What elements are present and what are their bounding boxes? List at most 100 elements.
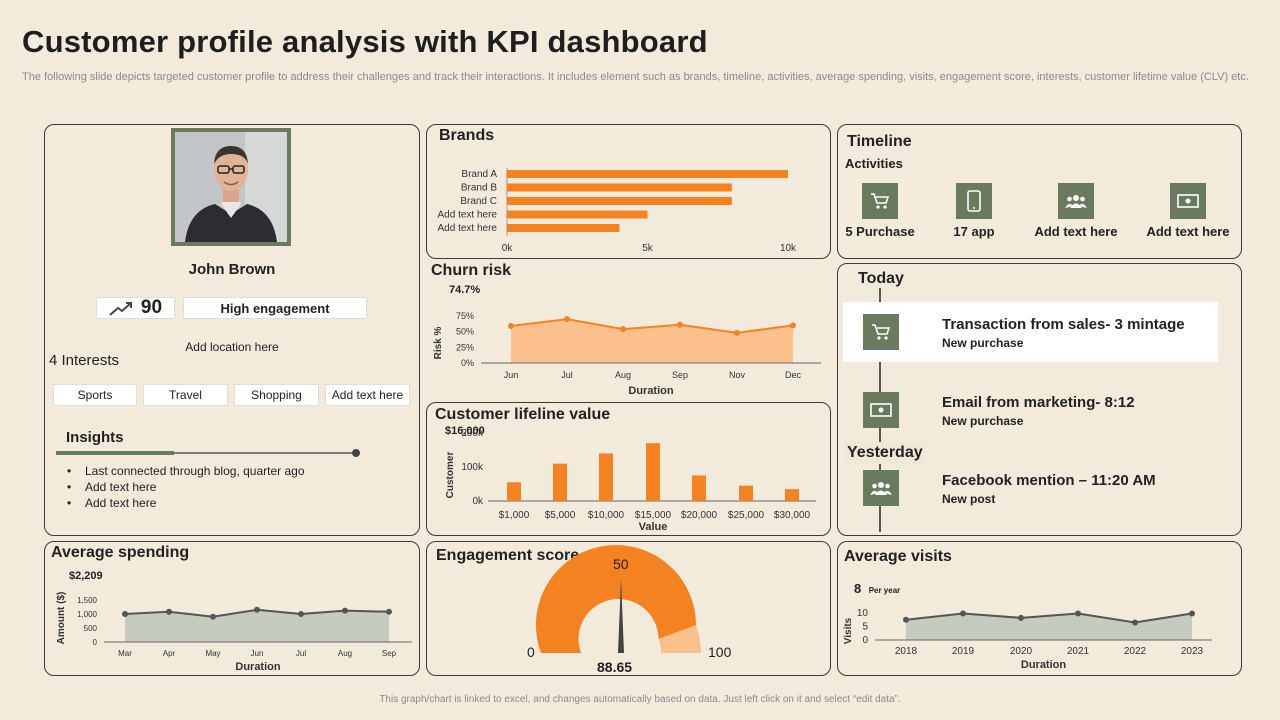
brand-label: Brand A [461,169,497,180]
gauge-max-label: 100 [708,644,732,660]
spending-y-tick: 500 [84,624,98,633]
churn-y-label: Risk % [433,326,444,359]
spending-x-tick: Jun [251,649,264,658]
spending-point [166,608,172,615]
money-icon [863,392,899,428]
spending-point [298,611,304,617]
visits-x-tick: 2022 [1124,646,1147,657]
profile-photo [171,128,291,246]
churn-area-chart: 0% 25% 50% 75% Jun Jul Aug Sep Nov Dec Duration Ris… [433,311,821,397]
brand-tick: 0k [502,243,514,254]
visits-title: Average visits [844,548,952,565]
spending-y-tick: 1,500 [77,596,98,605]
phone-icon [956,183,992,219]
clv-title: Customer lifeline value [435,406,611,423]
group-icon [1058,183,1094,219]
interests-title: 4 Interests [49,352,120,369]
yesterday-label: Yesterday [844,442,926,464]
event-highlight[interactable] [843,302,1218,362]
spending-x-tick: Aug [338,649,352,658]
visits-value: 8 Per year [854,580,900,598]
clv-bar [599,453,613,501]
page-title: Customer profile analysis with KPI dashb… [22,24,708,59]
spending-y-tick: 1,000 [77,610,98,619]
brand-bar [507,210,648,219]
clv-x-tick: $1,000 [499,510,530,521]
clv-y-tick: 100k [461,462,484,473]
visits-y-tick: 10 [857,608,869,619]
churn-point [790,322,796,329]
brand-label: Add text here [438,223,498,234]
gauge-remainder [658,625,701,653]
churn-x-tick: Sep [672,370,688,380]
spending-point [254,606,260,613]
clv-bar [692,475,706,501]
churn-point [508,323,514,330]
insights-divider [56,449,360,457]
brand-bar [507,183,732,192]
churn-x-tick: Dec [785,370,802,380]
churn-point [677,321,683,328]
clv-bar [785,489,799,501]
visits-point [1132,619,1138,626]
timeline-title: Timeline [847,133,912,150]
footer-note: This graph/chart is linked to excel, and… [379,694,901,705]
churn-y-tick: 50% [456,327,474,337]
spending-value: $2,209 [69,570,103,582]
churn-y-tick: 75% [456,311,474,321]
churn-x-label: Duration [628,385,674,397]
engagement-gauge [535,545,701,653]
visits-x-tick: 2023 [1181,646,1204,657]
brands-bar-chart: Brand A Brand B Brand C Add text here Add te… [438,168,797,254]
churn-line [510,318,794,334]
insights-title: Insights [66,429,124,446]
activity-label: Add text here [1146,224,1230,239]
insight-item: Add text here [67,480,156,494]
location-text: Add location here [185,340,279,354]
spending-x-tick: May [205,649,220,658]
activity-label: 17 app [953,224,995,239]
visits-number: 8 [854,581,862,596]
spending-x-tick: Sep [382,649,397,658]
visits-unit: Per year [868,586,901,595]
churn-x-tick: Nov [729,370,746,380]
clv-bar [507,482,521,501]
spending-title: Average spending [51,544,190,561]
visits-y-tick: 5 [862,622,868,633]
interest-chip: Shopping [234,384,319,406]
churn-y-tick: 25% [456,342,474,352]
clv-x-tick: $30,000 [774,510,811,521]
spending-y-label: Amount ($) [56,592,67,645]
clv-x-tick: $20,000 [681,510,718,521]
brand-bar [507,197,732,205]
profile-name: John Brown [188,261,276,278]
spending-x-tick: Jul [296,649,306,658]
visits-x-tick: 2021 [1067,646,1090,657]
churn-point [620,326,626,333]
activity-label: Add text here [1034,224,1118,239]
visits-point [1189,610,1195,617]
gauge-value: 88.65 [597,659,633,675]
money-icon [1170,183,1206,219]
activity-label: 5 Purchase [845,224,915,239]
visits-panel [837,541,1242,676]
visits-point [1018,614,1024,621]
churn-value: 74.7% [449,284,481,296]
brand-tick: 5k [642,243,654,254]
spending-area [125,609,389,642]
clv-x-tick: $15,000 [635,510,672,521]
insight-item: Add text here [67,496,156,510]
interest-chip: Add text here [325,384,410,406]
spending-x-tick: Apr [163,649,176,658]
visits-line [905,612,1193,624]
spending-x-tick: Mar [118,649,132,658]
event-title: Facebook mention – 11:20 AM [942,472,1156,489]
visits-x-label: Duration [1021,659,1067,671]
gauge-mid-label: 50 [613,556,629,572]
spending-point [210,613,216,620]
gauge-needle [618,579,624,653]
brand-label: Add text here [438,210,498,221]
spending-panel [44,541,420,676]
brand-label: Brand C [460,196,497,207]
clv-bar [553,463,567,501]
